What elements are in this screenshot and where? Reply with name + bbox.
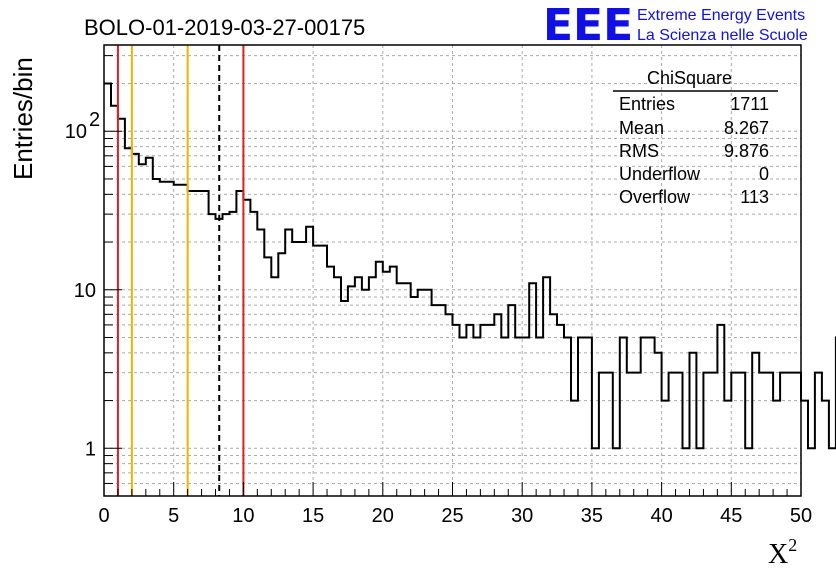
histogram <box>104 82 836 450</box>
y-tick-label: 10 <box>65 121 87 143</box>
logo-mark: EEE <box>543 0 633 51</box>
stats-name: ChiSquare <box>647 68 732 88</box>
stats-label-entries: Entries <box>619 94 675 114</box>
y-tick-label: 1 <box>85 438 96 460</box>
stats-value-rms: 9.876 <box>724 141 769 161</box>
x-tick-label: 50 <box>790 505 812 527</box>
stats-value-mean: 8.267 <box>724 118 769 138</box>
histogram-series <box>104 82 836 450</box>
eee-logo: EEE Extreme Energy Events La Scienza nel… <box>543 0 808 51</box>
x-tick-label: 45 <box>720 505 742 527</box>
logo-line2: La Scienza nelle Scuole <box>637 27 808 44</box>
y-tick-exponent: 2 <box>89 109 100 131</box>
x-tick-label: 25 <box>441 505 463 527</box>
vertical-lines <box>116 45 245 496</box>
stats-label-mean: Mean <box>619 118 664 138</box>
y-tick-label: 10 <box>74 280 96 302</box>
stats-label-overflow: Overflow <box>619 187 691 207</box>
stats-value-entries: 1711 <box>730 94 769 114</box>
x-tick-label: 40 <box>650 505 672 527</box>
stats-value-overflow: 113 <box>740 187 769 207</box>
stats-value-underflow: 0 <box>759 164 769 184</box>
stats-label-rms: RMS <box>619 141 659 161</box>
chart-title: BOLO-01-2019-03-27-00175 <box>84 15 365 40</box>
x-tick-label: 0 <box>98 505 109 527</box>
stats-label-underflow: Underflow <box>619 164 701 184</box>
x-tick-label: 20 <box>372 505 394 527</box>
x-tick-label: 5 <box>168 505 179 527</box>
x-tick-label: 15 <box>302 505 324 527</box>
logo-line1: Extreme Energy Events <box>637 7 805 24</box>
x-tick-label: 10 <box>232 505 254 527</box>
stats-box: ChiSquare Entries 1711 Mean 8.267 RMS 9.… <box>613 68 778 207</box>
x-axis-label: X2 <box>768 535 797 570</box>
x-tick-label: 30 <box>511 505 533 527</box>
y-axis-label: Entries/bin <box>8 57 38 180</box>
x-tick-label: 35 <box>581 505 603 527</box>
